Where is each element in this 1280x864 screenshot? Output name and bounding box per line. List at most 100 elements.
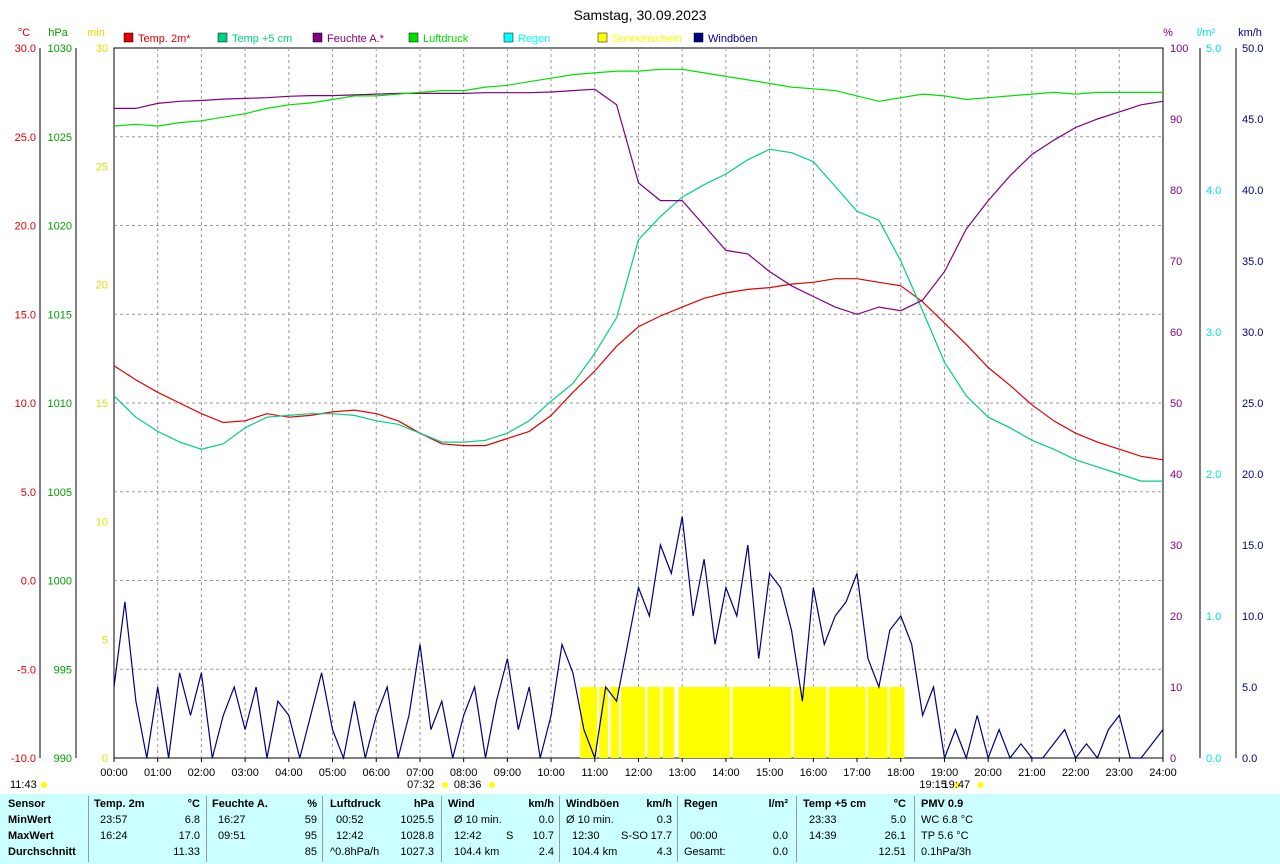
y-tick-label: 1000 bbox=[48, 576, 72, 588]
y-tick-label: 15.0 bbox=[1242, 540, 1263, 552]
x-tick-label: 22:00 bbox=[1062, 767, 1090, 779]
sunshine-bar bbox=[599, 687, 608, 758]
sunshine-bar bbox=[732, 687, 792, 758]
legend-label: Regen bbox=[518, 33, 550, 45]
legend-swatch bbox=[693, 32, 704, 43]
y-tick-label: 0.0 bbox=[21, 576, 36, 588]
y-tick-label: 0 bbox=[102, 753, 108, 765]
x-tick-label: 15:00 bbox=[756, 767, 784, 779]
y-tick-label: 20 bbox=[96, 280, 108, 292]
x-tick-label: 05:00 bbox=[319, 767, 347, 779]
x-tick-label: 03:00 bbox=[231, 767, 259, 779]
sunshine-bar bbox=[828, 687, 866, 758]
section-wind: Wind km/h Ø 10 min. 0.0 12:42 S 10.7 104… bbox=[448, 798, 554, 858]
label-min: MinWert bbox=[8, 814, 52, 826]
x-tick-label: 10:00 bbox=[537, 767, 565, 779]
sunshine-bar bbox=[580, 687, 597, 758]
x-tick-label: 02:00 bbox=[188, 767, 216, 779]
y-tick-label: 80 bbox=[1170, 185, 1182, 197]
y-tick-label: 0.0 bbox=[1206, 753, 1221, 765]
y-tick-label: 35.0 bbox=[1242, 256, 1263, 268]
x-tick-label: 24:00 bbox=[1149, 767, 1177, 779]
legend-label: Luftdruck bbox=[423, 33, 469, 45]
y-tick-label: 4.0 bbox=[1206, 185, 1221, 197]
series-line bbox=[113, 68, 1163, 127]
x-axis: 00:00 01:00 02:00 03:00 04:00 05:00 06:00 07:00… bbox=[100, 758, 1177, 779]
y-tick-label: 10.0 bbox=[15, 398, 36, 410]
legend-swatch bbox=[597, 32, 608, 43]
y-tick-label: 1005 bbox=[48, 487, 72, 499]
legend-swatch bbox=[408, 32, 419, 43]
y-tick-label: 25.0 bbox=[1242, 398, 1263, 410]
x-tick-label: 12:00 bbox=[625, 767, 653, 779]
section-pressure: Luftdruck hPa 00:52 1025.5 12:42 1028.8 … bbox=[330, 798, 434, 858]
axis-unit: l/m² bbox=[1197, 27, 1216, 39]
y-tick-label: 20.0 bbox=[1242, 469, 1263, 481]
y-tick-label: 50 bbox=[1170, 398, 1182, 410]
sunshine-bar bbox=[610, 687, 619, 758]
legend-label: Sonnenschein bbox=[612, 33, 682, 45]
y-tick-label: -5.0 bbox=[17, 664, 36, 676]
label-sensor: Sensor bbox=[8, 798, 46, 810]
y-tick-label: 30.0 bbox=[15, 43, 36, 55]
y-tick-label: 25.0 bbox=[15, 132, 36, 144]
series-line bbox=[114, 88, 1164, 315]
y-tick-label: 25 bbox=[96, 161, 108, 173]
y-tick-label: 100 bbox=[1170, 43, 1188, 55]
chart-legend: Temp. 2m* Temp +5 cm Feuchte A.* Luftdruck R… bbox=[123, 32, 758, 45]
sunshine-bar bbox=[889, 687, 905, 758]
legend-swatch bbox=[217, 32, 228, 43]
y-tick-label: 30.0 bbox=[1242, 327, 1263, 339]
label-max: MaxWert bbox=[8, 830, 54, 842]
chart-title: Samstag, 30.09.2023 bbox=[573, 7, 706, 23]
x-tick-label: 14:00 bbox=[712, 767, 740, 779]
y-tick-label: 0.0 bbox=[1242, 753, 1257, 765]
y-tick-label: 10 bbox=[96, 516, 108, 528]
weather-chart: Samstag, 30.09.2023 Temp. 2m* Temp +5 cm F… bbox=[10, 7, 1264, 791]
x-tick-label: 08:00 bbox=[450, 767, 478, 779]
x-tick-label: 23:00 bbox=[1106, 767, 1134, 779]
x-tick-label: 04:00 bbox=[275, 767, 303, 779]
y-tick-label: 2.0 bbox=[1206, 469, 1221, 481]
y-tick-label: 5.0 bbox=[1206, 43, 1221, 55]
y-axes: 30.025.020.015.010.05.00.0-5.0-10.010301… bbox=[11, 43, 1264, 765]
marker-label: 07:32 bbox=[407, 779, 435, 791]
y-tick-label: 0 bbox=[1170, 753, 1176, 765]
y-tick-label: 90 bbox=[1170, 114, 1182, 126]
y-tick-label: 30 bbox=[96, 43, 108, 55]
marker-dot bbox=[41, 782, 47, 788]
axis-unit: % bbox=[1163, 27, 1173, 39]
y-tick-label: 40.0 bbox=[1242, 185, 1263, 197]
y-tick-label: 30 bbox=[1170, 540, 1182, 552]
x-tick-label: 19:00 bbox=[931, 767, 959, 779]
section-gusts: Windböen km/h Ø 10 min. 0.3 12:30 S-SO 1… bbox=[566, 798, 672, 858]
y-tick-label: 20 bbox=[1170, 611, 1182, 623]
marker-dot bbox=[488, 782, 495, 788]
x-tick-label: 18:00 bbox=[887, 767, 915, 779]
y-tick-label: 10 bbox=[1170, 682, 1182, 694]
legend-label: Feuchte A.* bbox=[327, 33, 385, 45]
legend-label: Temp +5 cm bbox=[232, 33, 292, 45]
legend-swatch bbox=[503, 32, 514, 43]
y-tick-label: 1025 bbox=[48, 132, 72, 144]
sunshine-bar bbox=[662, 687, 675, 758]
y-tick-label: 1020 bbox=[48, 221, 72, 233]
label-avg: Durchschnitt bbox=[8, 846, 76, 858]
y-tick-label: 1.0 bbox=[1206, 611, 1221, 623]
legend-label: Windböen bbox=[708, 33, 758, 45]
section-rain: Regen l/m² 00:00 0.0 Gesamt: 0.0 bbox=[684, 798, 788, 858]
series-line bbox=[113, 148, 1163, 482]
axis-unit: hPa bbox=[48, 27, 68, 39]
x-tick-label: 20:00 bbox=[974, 767, 1002, 779]
axis-unit-labels: °C hPa min% l/m² km/h bbox=[18, 27, 1262, 39]
marker-label: 19:15 bbox=[919, 779, 947, 791]
y-tick-label: 1015 bbox=[48, 309, 72, 321]
y-tick-label: 45.0 bbox=[1242, 114, 1263, 126]
y-tick-label: 50.0 bbox=[1242, 43, 1263, 55]
sunshine-bar bbox=[647, 687, 661, 758]
y-tick-label: 10.0 bbox=[1242, 611, 1263, 623]
marker-dot bbox=[954, 782, 961, 788]
y-tick-label: 995 bbox=[54, 664, 72, 676]
y-tick-label: 1010 bbox=[48, 398, 72, 410]
